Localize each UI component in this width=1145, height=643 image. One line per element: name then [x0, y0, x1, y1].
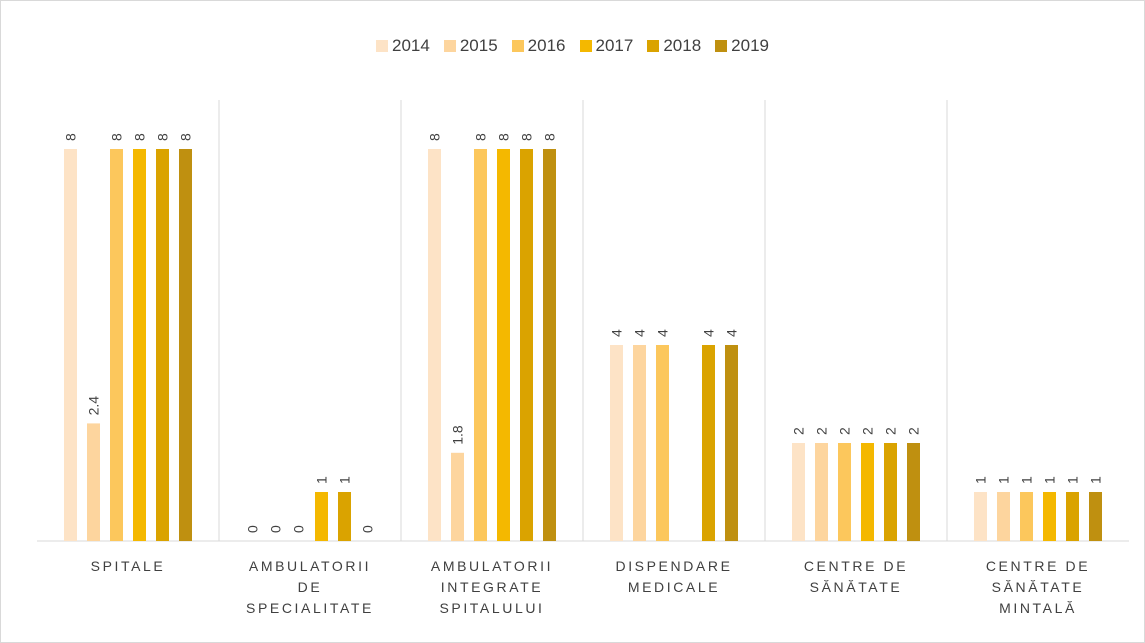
data-label: 1 [1042, 476, 1058, 484]
data-label: 1 [1088, 476, 1104, 484]
data-label: 4 [609, 329, 625, 337]
legend-item: 2014 [376, 36, 430, 56]
legend-item: 2018 [647, 36, 701, 56]
data-label: 2 [883, 427, 899, 435]
x-tick-label: AMBULATORII DE SPECIALITATE [246, 558, 374, 616]
bar [633, 345, 646, 541]
data-label: 2 [906, 427, 922, 435]
data-label: 1 [973, 476, 989, 484]
data-label: 4 [701, 329, 717, 337]
data-label: 4 [655, 329, 671, 337]
bar [1066, 492, 1079, 541]
bar [861, 443, 874, 541]
legend-label: 2016 [527, 36, 566, 55]
legend-item: 2016 [511, 36, 566, 56]
data-label: 0 [245, 525, 261, 533]
legend-label: 2014 [392, 36, 430, 55]
legend-label: 2019 [731, 36, 769, 55]
data-label: 2.4 [86, 396, 102, 416]
bar [610, 345, 623, 541]
legend-swatch [579, 40, 592, 52]
data-label: 0 [291, 525, 307, 533]
data-label: 4 [632, 329, 648, 337]
bar [725, 345, 738, 541]
data-label: 2 [837, 427, 853, 435]
bar [497, 149, 510, 541]
bar [656, 345, 669, 541]
bar [1043, 492, 1056, 541]
bar [428, 149, 441, 541]
data-label: 8 [155, 133, 171, 141]
data-label: 1.8 [450, 425, 466, 445]
bar [1089, 492, 1102, 541]
bar [997, 492, 1010, 541]
data-label: 8 [109, 133, 125, 141]
legend-swatch [376, 40, 389, 52]
data-label: 0 [268, 525, 284, 533]
bar [520, 149, 533, 541]
x-tick-label: CENTRE DE SĂNĂTATE MINTALĂ [985, 558, 1091, 616]
legend-label: 2017 [595, 36, 634, 55]
data-label: 8 [473, 133, 489, 141]
bar [543, 149, 556, 541]
legend-swatch [511, 40, 524, 52]
data-label: 1 [996, 476, 1012, 484]
bar [474, 149, 487, 541]
legend-item: 2015 [443, 36, 498, 56]
bar [156, 149, 169, 541]
x-tick-label: AMBULATORII INTEGRATE SPITALULUI [430, 558, 554, 616]
bar [87, 423, 100, 541]
data-label: 2 [860, 427, 876, 435]
data-label: 1 [1019, 476, 1035, 484]
bar [815, 443, 828, 541]
legend-label: 2018 [663, 36, 702, 55]
data-label: 1 [314, 476, 330, 484]
data-label: 8 [542, 133, 558, 141]
bar [179, 149, 192, 541]
data-label: 2 [814, 427, 830, 435]
bar [110, 149, 123, 541]
data-label: 4 [724, 329, 740, 337]
bar [451, 452, 464, 541]
bar [974, 492, 987, 541]
legend-item: 2019 [715, 36, 769, 56]
legend-swatch [443, 40, 456, 52]
data-label: 8 [63, 133, 79, 141]
bar [64, 149, 77, 541]
legend-label: 2015 [459, 36, 498, 55]
legend-swatch [715, 40, 728, 52]
bar [133, 149, 146, 541]
x-tick-label: DISPENDARE MEDICALE [615, 558, 733, 595]
legend-item: 2017 [579, 36, 634, 56]
bar [907, 443, 920, 541]
bar [315, 492, 328, 541]
data-label: 1 [337, 476, 353, 484]
data-label: 0 [360, 525, 376, 533]
bar [338, 492, 351, 541]
bar [792, 443, 805, 541]
data-label: 2 [791, 427, 807, 435]
data-label: 8 [519, 133, 535, 141]
data-label: 8 [496, 133, 512, 141]
bar [702, 345, 715, 541]
data-label: 8 [132, 133, 148, 141]
legend: 2014 2015 2016 2017 2018 2019 [0, 36, 1145, 56]
x-tick-label: SPITALE [90, 558, 166, 574]
data-label: 8 [178, 133, 194, 141]
bar [838, 443, 851, 541]
data-label: 1 [1065, 476, 1081, 484]
x-tick-label: CENTRE DE SĂNĂTATE [803, 558, 909, 595]
bar [884, 443, 897, 541]
legend-swatch [647, 40, 660, 52]
bar [1020, 492, 1033, 541]
data-label: 8 [427, 133, 443, 141]
